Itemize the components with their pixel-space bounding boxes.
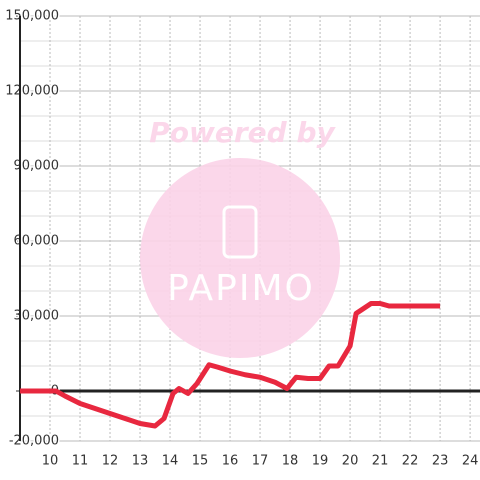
x-tick-label: 12 xyxy=(102,454,119,469)
x-tick-label: 17 xyxy=(252,454,269,469)
watermark-top: Powered by xyxy=(149,116,336,149)
x-tick-label: 19 xyxy=(312,454,329,469)
y-tick-label: 60,000 xyxy=(14,234,60,249)
y-tick-label: -20,000 xyxy=(9,434,59,449)
x-tick-label: 20 xyxy=(342,454,359,469)
x-tick-label: 23 xyxy=(432,454,449,469)
x-tick-label: 22 xyxy=(402,454,419,469)
x-tick-label: 11 xyxy=(72,454,89,469)
x-tick-label: 10 xyxy=(42,454,59,469)
x-tick-label: 24 xyxy=(462,454,479,469)
x-tick-label: 13 xyxy=(132,454,149,469)
data-line xyxy=(20,301,441,429)
y-tick-label: 120,000 xyxy=(5,84,59,99)
watermark-brand: PAPIMO xyxy=(167,268,315,309)
x-tick-label: 16 xyxy=(222,454,239,469)
x-tick-label: 15 xyxy=(192,454,209,469)
y-tick-label: 90,000 xyxy=(14,159,60,174)
watermark: Powered by PAPIMO xyxy=(140,116,340,358)
x-tick-label: 18 xyxy=(282,454,299,469)
y-tick-label: 150,000 xyxy=(5,9,59,24)
x-tick-label: 14 xyxy=(162,454,179,469)
y-tick-label: 30,000 xyxy=(14,309,60,324)
x-tick-label: 21 xyxy=(372,454,389,469)
